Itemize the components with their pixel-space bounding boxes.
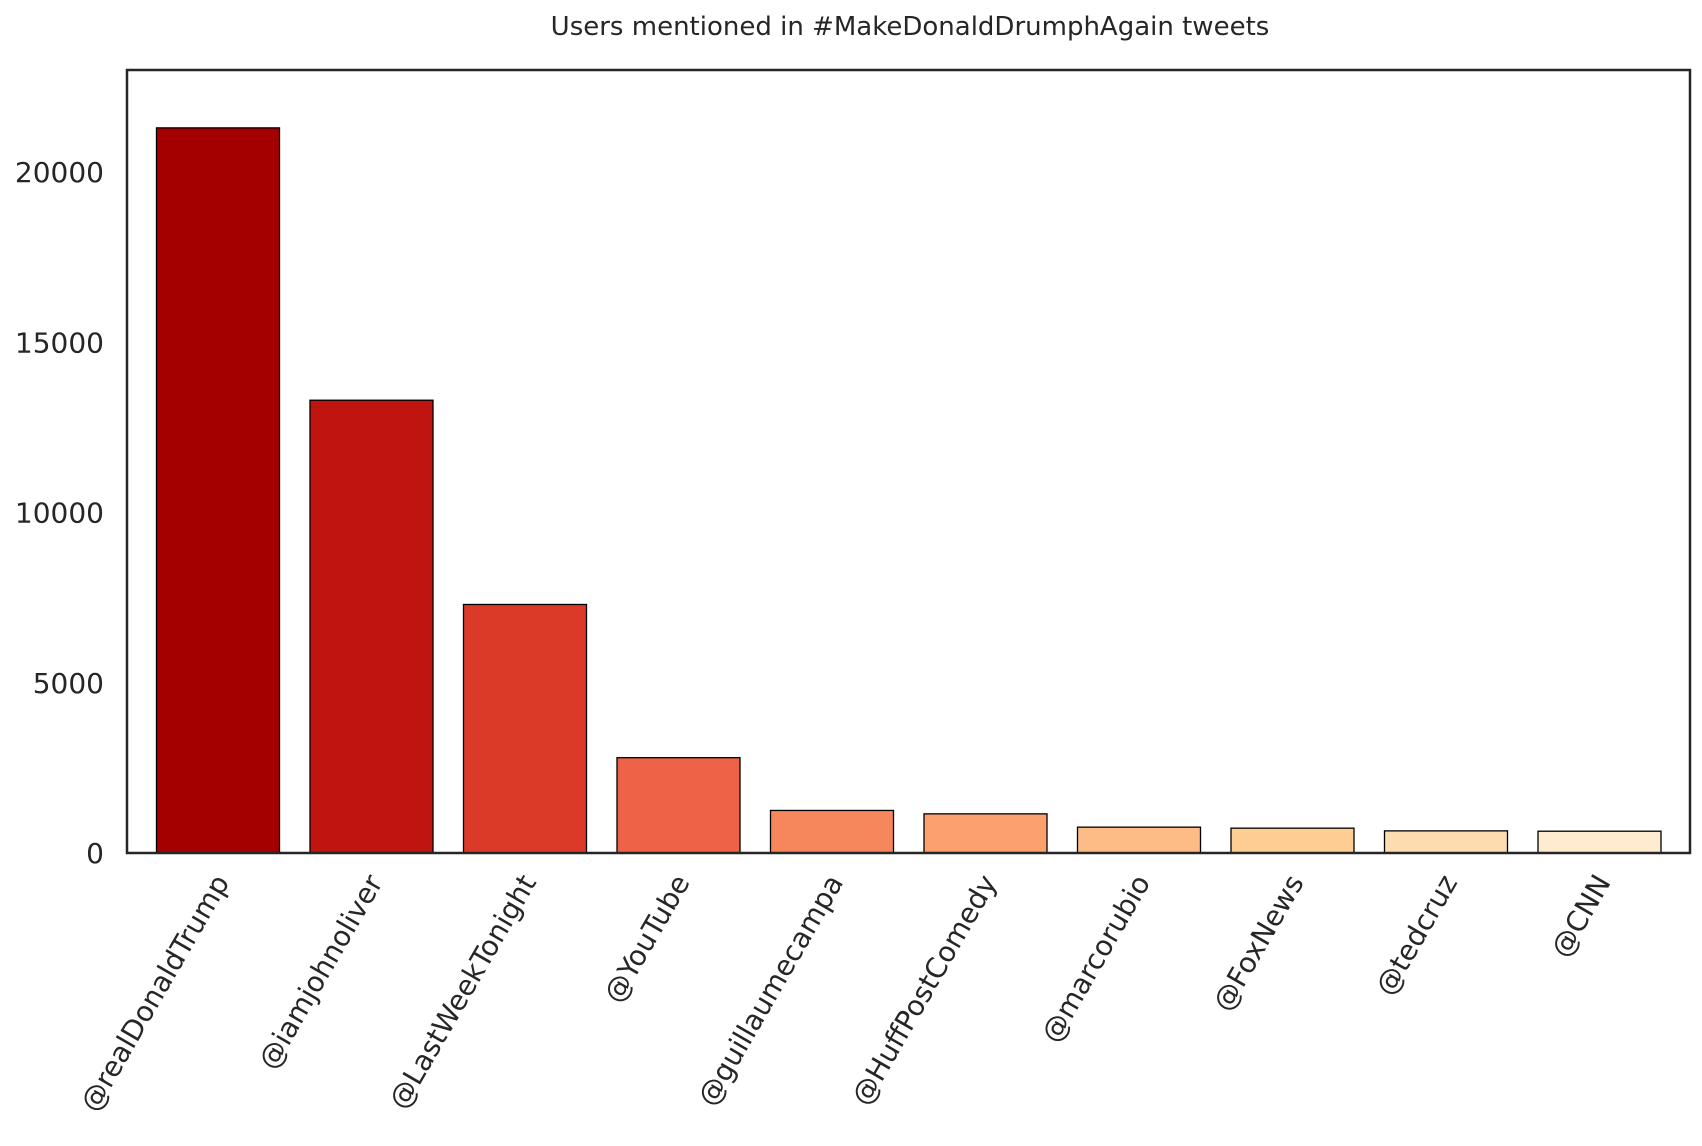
y-tick-label: 20000 [15,156,104,189]
bar-foxnews [1230,827,1355,854]
x-tick-label: @HuffPostComedy [845,869,1004,1111]
bar-realdonaldtrump [155,127,281,854]
x-tick-label: @YouTube [597,869,697,1008]
y-tick-label: 10000 [15,497,104,530]
x-tick-label: @FoxNews [1206,869,1310,1017]
x-tick-label: @iamjohnoliver [252,869,390,1075]
chart-title: Users mentioned in #MakeDonaldDrumphAgai… [551,12,1270,42]
y-tick-label: 0 [86,837,104,870]
x-tick-label: @marcorubio [1035,869,1157,1048]
x-tick-label: @realDonaldTrump [74,869,236,1117]
y-tick-label: 15000 [15,326,104,359]
y-axis: 0 5000 10000 15000 20000 [15,156,104,870]
x-tick-label: @tedcruz [1369,869,1464,1001]
bar-lastweektonight [462,603,588,854]
bar-iamjohnoliver [309,399,434,854]
x-tick-label: @CNN [1544,869,1617,963]
x-axis: @realDonaldTrump @iamjohnoliver@LastWeekT… [74,869,1618,1118]
bar-marcorubio [1076,826,1202,854]
x-tick-label: @guillaumecampa [691,869,850,1112]
bars-layer [155,127,1662,854]
bar-guillaumecampa [769,809,895,854]
x-tick-label: @LastWeekTonight [382,869,543,1115]
bar-cnn [1537,830,1662,854]
bar-youtube [616,757,741,854]
plot-frame [125,68,1692,855]
bar-huffpostcomedy [923,813,1048,854]
bar-tedcruz [1383,830,1509,854]
y-tick-label: 5000 [33,667,104,700]
